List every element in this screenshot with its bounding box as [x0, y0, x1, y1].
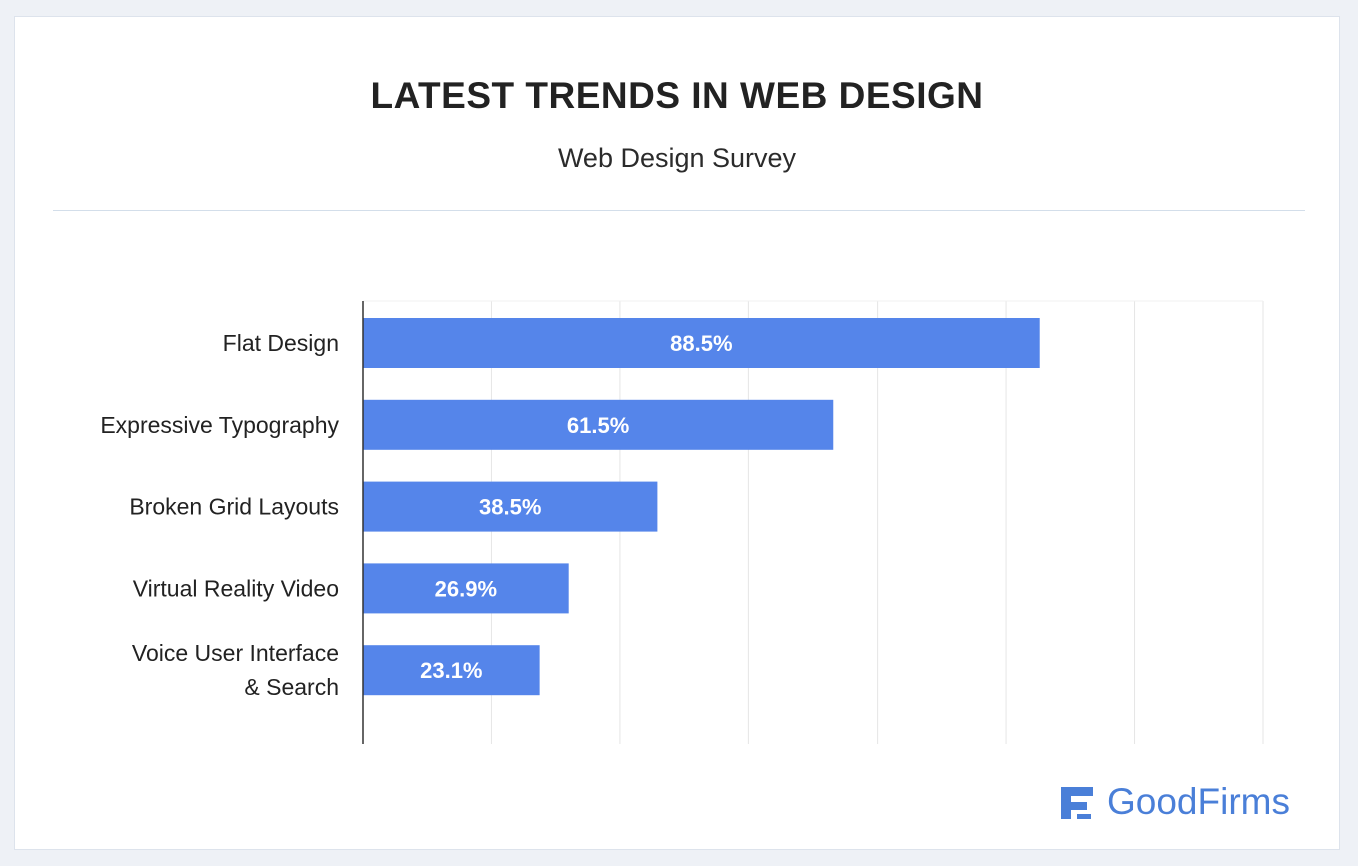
header-divider	[53, 210, 1305, 211]
bar-2	[363, 481, 658, 532]
category-label-line: Broken Grid Layouts	[129, 494, 339, 520]
bar-value-label-0: 88.5%	[670, 331, 732, 356]
chart-subtitle: Web Design Survey	[557, 143, 797, 173]
chart-title: LATEST TRENDS IN WEB DESIGN	[370, 75, 984, 116]
bar-value-label-2: 38.5%	[479, 495, 541, 520]
category-label-line: Virtual Reality Video	[133, 575, 339, 601]
bar-1	[363, 399, 834, 450]
category-label-line: Expressive Typography	[100, 412, 339, 438]
category-label-line: Flat Design	[223, 330, 339, 356]
chart-card: LATEST TRENDS IN WEB DESIGN Web Design S…	[14, 16, 1340, 850]
category-label-1: Expressive Typography	[100, 412, 339, 438]
brand-name: GoodFirms	[1107, 781, 1290, 822]
bar-value-label-4: 23.1%	[420, 658, 482, 683]
category-label-line: Voice User Interface	[132, 640, 339, 666]
category-label-4: Voice User Interface & Search	[132, 640, 339, 700]
category-label-3: Virtual Reality Video	[133, 575, 339, 601]
bar-3	[363, 563, 569, 614]
category-label-0: Flat Design	[223, 330, 339, 356]
bar-value-label-3: 26.9%	[435, 576, 497, 601]
bar-chart: 88.5% Flat Design 61.5% Expressive Typograp…	[100, 300, 1264, 744]
bar-0	[363, 318, 1040, 368]
goodfirms-brand[interactable]: GoodFirms	[1057, 777, 1327, 833]
goodfirms-logo-icon	[1061, 787, 1093, 819]
bar-4	[363, 645, 540, 696]
category-label-line: & Search	[244, 674, 339, 700]
bar-value-label-1: 61.5%	[567, 413, 629, 438]
category-label-2: Broken Grid Layouts	[129, 494, 339, 520]
